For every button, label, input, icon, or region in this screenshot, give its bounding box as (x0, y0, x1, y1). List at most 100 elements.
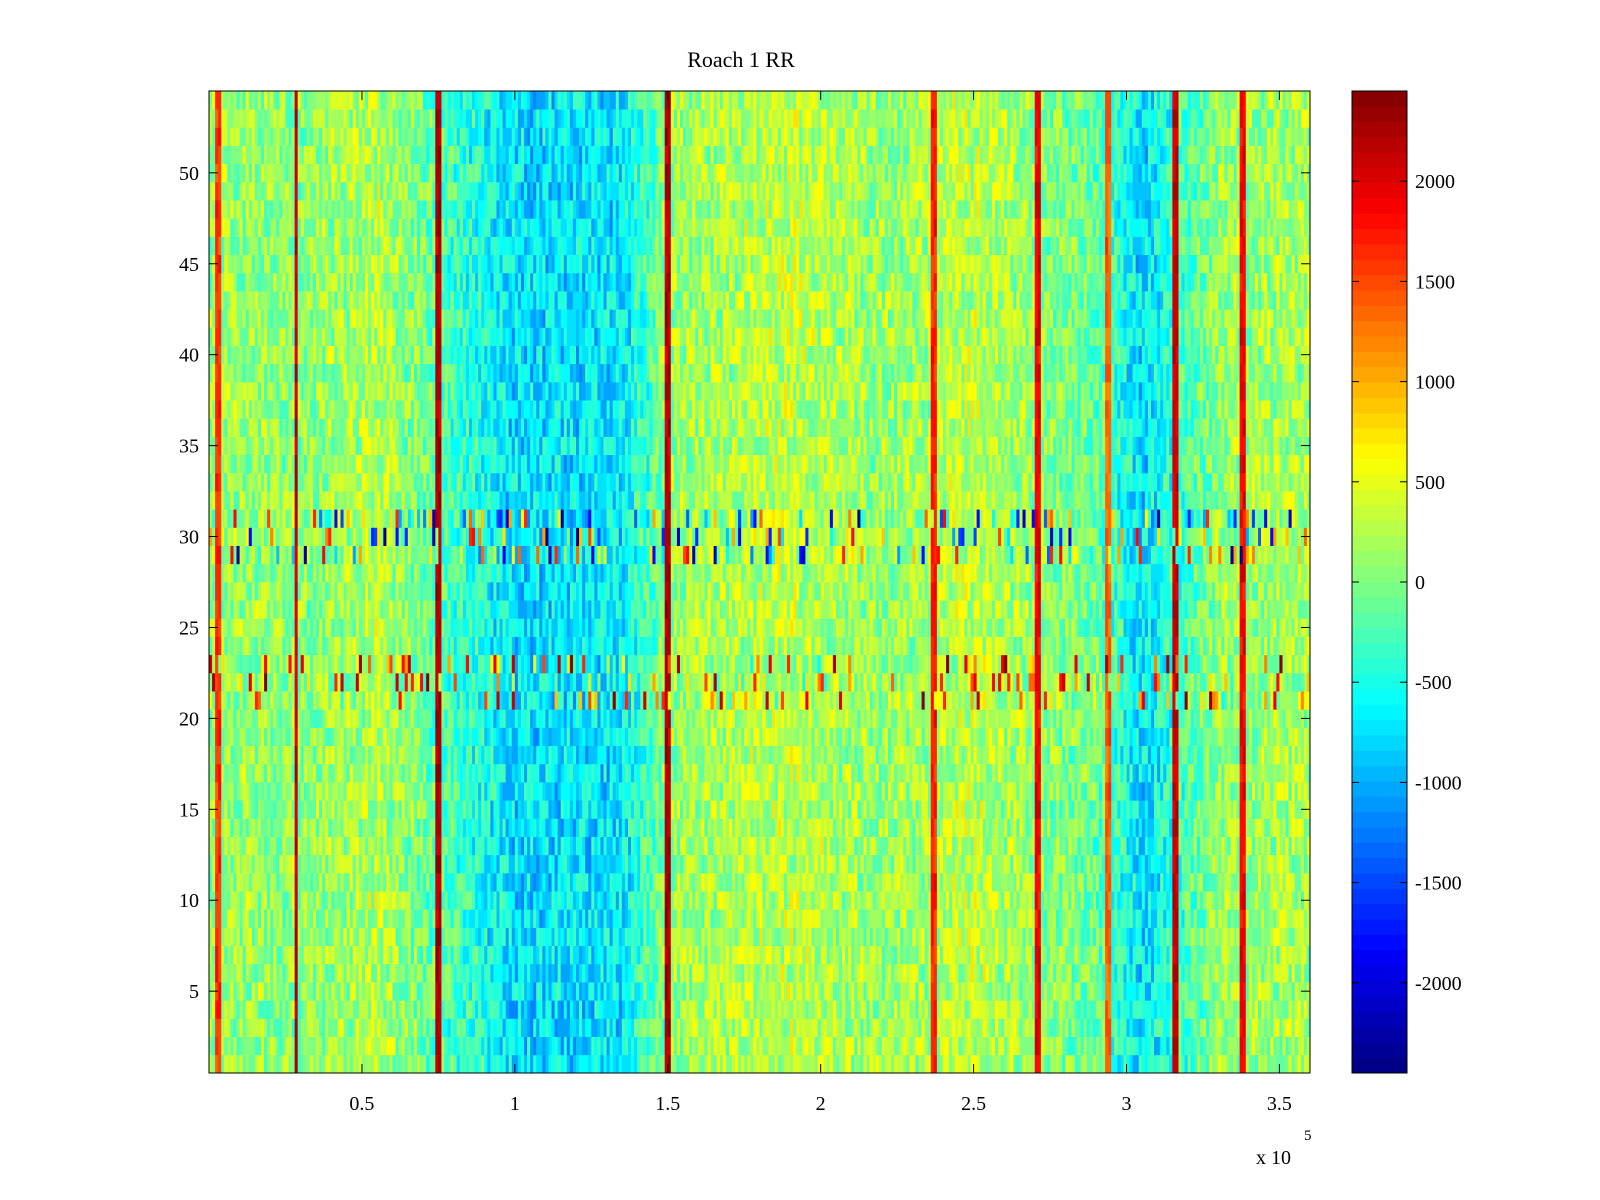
heatmap-cell (215, 964, 218, 983)
heatmap-cell (1246, 982, 1249, 1001)
heatmap-cell (796, 982, 802, 1001)
heatmap-cell (662, 818, 665, 837)
heatmap-cell (640, 891, 643, 910)
heatmap-cell (215, 1018, 221, 1037)
heatmap-cell (1019, 782, 1022, 801)
heatmap-cell (1038, 855, 1041, 874)
heatmap-cell (802, 837, 805, 856)
heatmap-cell (1136, 909, 1139, 928)
heatmap-cell (704, 1000, 707, 1019)
heatmap-cell (943, 873, 946, 892)
heatmap-cell (720, 946, 723, 965)
heatmap-cell (1026, 982, 1029, 1001)
heatmap-cell (1071, 873, 1074, 892)
heatmap-cell (539, 928, 545, 947)
heatmap-cell (1038, 1037, 1041, 1056)
heatmap-cell (1013, 1037, 1019, 1056)
heatmap-cell (974, 891, 977, 910)
heatmap-cell (1163, 782, 1166, 801)
heatmap-cell (683, 1037, 686, 1056)
heatmap-cell (983, 982, 986, 1001)
heatmap-cell (243, 873, 246, 892)
heatmap-cell (1151, 964, 1154, 983)
heatmap-cell (585, 928, 588, 947)
heatmap-cell (735, 873, 738, 892)
heatmap-cell (805, 964, 808, 983)
heatmap-cell (790, 1037, 793, 1056)
heatmap-cell (276, 946, 282, 965)
heatmap-cell (695, 891, 698, 910)
heatmap-cell (1019, 1018, 1022, 1037)
heatmap-cell (1038, 1000, 1041, 1019)
heatmap-cell (426, 1055, 429, 1074)
heatmap-cell (811, 982, 814, 1001)
heatmap-cell (989, 946, 992, 965)
heatmap-cell (353, 782, 356, 801)
heatmap-cell (334, 837, 337, 856)
heatmap-cell (527, 818, 530, 837)
heatmap-cell (952, 818, 955, 837)
heatmap-cell (863, 1055, 866, 1074)
heatmap-cell (1078, 818, 1081, 837)
heatmap-cell (1123, 982, 1126, 1001)
heatmap-cell (897, 782, 900, 801)
heatmap-cell (1123, 873, 1129, 892)
heatmap-cell (1068, 855, 1071, 874)
heatmap-cell (585, 964, 588, 983)
heatmap-cell (295, 855, 298, 874)
heatmap-cell (934, 800, 937, 819)
heatmap-cell (484, 964, 490, 983)
heatmap-cell (374, 818, 377, 837)
heatmap-cell (1234, 782, 1237, 801)
heatmap-cell (961, 982, 964, 1001)
heatmap-cell (1194, 1000, 1197, 1019)
heatmap-cell (701, 982, 704, 1001)
heatmap-cell (1133, 946, 1136, 965)
heatmap-cell (233, 1055, 236, 1074)
heatmap-cell (628, 891, 631, 910)
heatmap-cell (460, 818, 463, 837)
heatmap-cell (292, 837, 295, 856)
heatmap-cell (451, 837, 454, 856)
heatmap-cell (1255, 800, 1261, 819)
heatmap-cell (1169, 946, 1172, 965)
heatmap-cell (830, 946, 833, 965)
heatmap-cell (481, 1000, 487, 1019)
heatmap-cell (689, 982, 692, 1001)
heatmap-cell (622, 1037, 625, 1056)
heatmap-cell (912, 964, 915, 983)
heatmap-cell (466, 964, 469, 983)
heatmap-cell (570, 818, 573, 837)
heatmap-cell (876, 855, 879, 874)
heatmap-cell (955, 982, 958, 1001)
heatmap-cell (441, 1037, 444, 1056)
heatmap-cell (402, 928, 408, 947)
heatmap-cell (1096, 1037, 1099, 1056)
heatmap-cell (270, 837, 276, 856)
heatmap-cell (334, 1018, 337, 1037)
heatmap-cell (802, 1000, 805, 1019)
heatmap-cell (1234, 891, 1240, 910)
heatmap-cell (867, 891, 870, 910)
heatmap-cell (432, 873, 435, 892)
heatmap-cell (698, 855, 701, 874)
heatmap-cell (313, 928, 316, 947)
heatmap-cell (622, 1000, 625, 1019)
heatmap-cell (420, 946, 423, 965)
heatmap-cell (316, 1000, 319, 1019)
heatmap-cell (481, 964, 484, 983)
heatmap-cell (221, 1000, 224, 1019)
heatmap-cell (919, 800, 922, 819)
heatmap-cell (438, 982, 441, 1001)
heatmap-cell (319, 782, 322, 801)
heatmap-cell (417, 818, 420, 837)
heatmap-cell (264, 800, 274, 819)
heatmap-cell (808, 1037, 811, 1056)
heatmap-cell (1270, 909, 1273, 928)
heatmap-cell (1175, 873, 1178, 892)
heatmap-cell (894, 782, 897, 801)
heatmap-cell (989, 982, 992, 1001)
heatmap-cell (524, 818, 527, 837)
heatmap-cell (989, 891, 999, 910)
heatmap-cell (940, 855, 943, 874)
